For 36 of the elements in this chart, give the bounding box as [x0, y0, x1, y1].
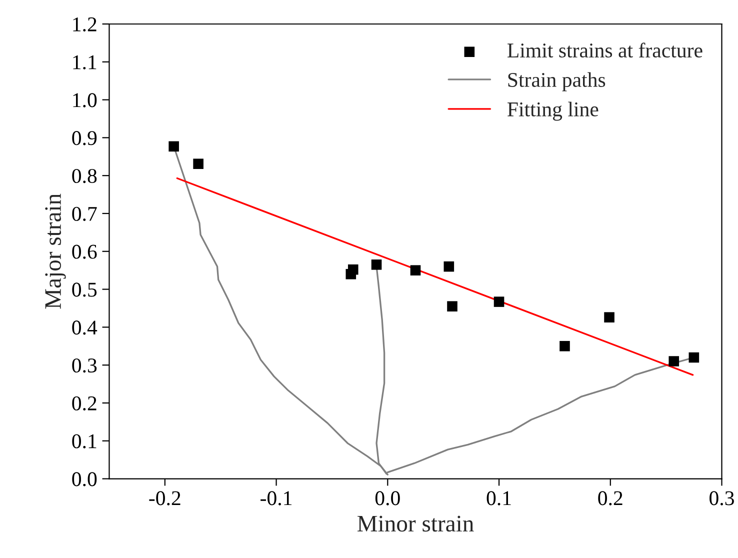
x-axis-title: Minor strain: [357, 516, 474, 532]
y-tick-label: 0.8: [72, 168, 97, 184]
y-tick-label: 1.0: [73, 93, 97, 108]
point: [168, 141, 179, 152]
y-tick-label: 0.2: [72, 396, 96, 410]
point: [348, 264, 358, 275]
x-tick-label: 0.2: [598, 491, 622, 506]
x-tick-label: 0.3: [710, 491, 734, 506]
legend-label: Strain paths: [508, 72, 606, 92]
y-tick-label: 0.5: [72, 282, 97, 297]
point: [444, 261, 454, 272]
point: [410, 265, 421, 276]
point: [604, 312, 614, 322]
point: [668, 356, 680, 366]
legend-label: Fitting line: [508, 102, 598, 121]
point: [688, 352, 700, 363]
point: [371, 259, 382, 270]
x-tick-label: 0.0: [375, 491, 400, 506]
point: [560, 340, 570, 352]
point: [193, 158, 204, 169]
point: [494, 296, 504, 307]
y-tick-label: 0.6: [72, 244, 97, 259]
x-tick-label: 0.1: [486, 491, 511, 506]
y-tick-label: 0.4: [72, 320, 98, 335]
y-tick-label: 0.0: [72, 472, 97, 486]
y-axis-title: Major strain: [45, 194, 66, 309]
x-tick-label: -0.2: [149, 491, 180, 506]
point: [447, 301, 458, 312]
y-tick-label: 0.3: [72, 358, 97, 373]
legend-label: Limit strains at fracture: [508, 42, 702, 58]
x-tick-label: -0.1: [260, 491, 292, 506]
y-tick-label: 0.1: [72, 434, 96, 448]
y-tick-label: 1.1: [73, 55, 96, 70]
y-tick-label: 0.7: [72, 206, 97, 222]
y-tick-label: 1.2: [73, 17, 96, 32]
y-tick-label: 0.9: [72, 131, 97, 146]
